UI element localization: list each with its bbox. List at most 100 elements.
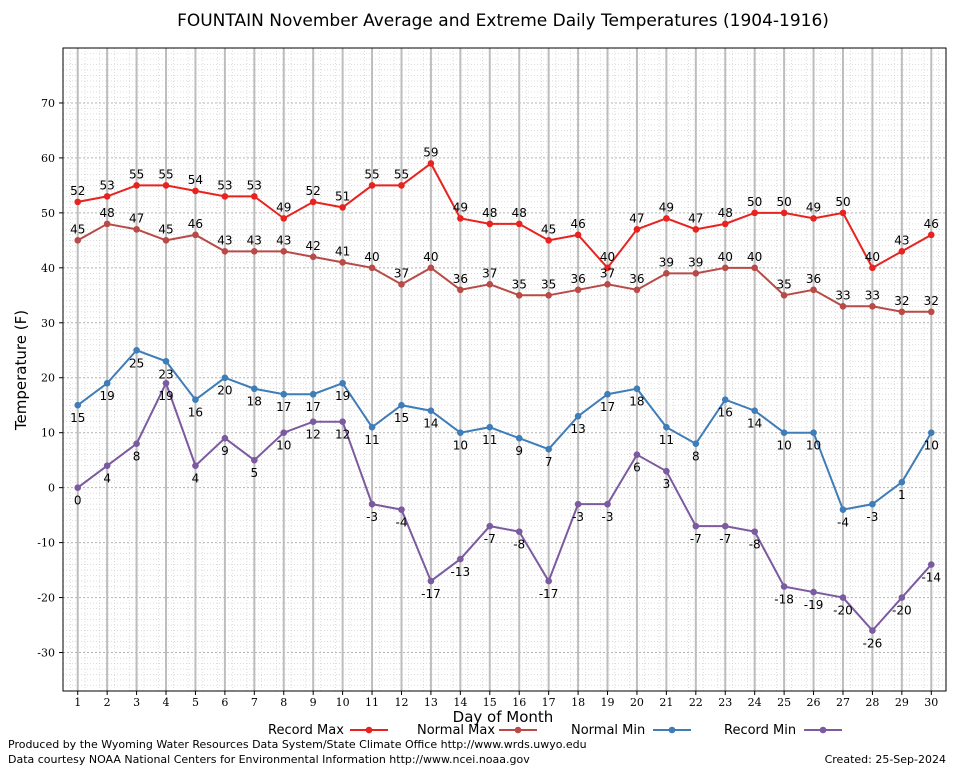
legend-label: Normal Max <box>417 723 495 738</box>
data-label: 59 <box>423 145 438 159</box>
data-label: 47 <box>129 211 144 225</box>
data-point <box>280 429 288 437</box>
data-point <box>633 226 641 233</box>
data-label: 53 <box>100 178 115 192</box>
chart-title: FOUNTAIN November Average and Extreme Da… <box>177 11 829 31</box>
data-label: 6 <box>633 461 641 475</box>
data-point <box>280 390 288 398</box>
data-label: -7 <box>484 532 496 546</box>
data-point <box>457 215 464 222</box>
data-label: 50 <box>776 195 791 209</box>
x-tick-label: 27 <box>836 696 850 709</box>
data-label: -19 <box>804 598 824 612</box>
data-point <box>103 462 111 469</box>
data-label: 40 <box>364 250 379 264</box>
data-point <box>368 264 376 272</box>
data-point <box>721 396 729 404</box>
data-point <box>339 259 346 266</box>
data-point <box>427 577 435 585</box>
data-label: 37 <box>394 266 409 280</box>
y-tick-label: -10 <box>37 537 55 550</box>
data-point <box>810 215 817 222</box>
data-label: 52 <box>306 184 321 198</box>
data-point <box>162 182 170 189</box>
data-label: 46 <box>924 217 939 231</box>
data-point <box>869 500 876 508</box>
data-point <box>309 418 317 426</box>
data-point <box>192 462 199 469</box>
data-point <box>898 308 906 316</box>
data-point <box>545 292 552 299</box>
data-point <box>633 286 641 294</box>
data-label: 52 <box>70 184 85 198</box>
x-tick-label: 23 <box>718 696 732 709</box>
data-label: -26 <box>863 637 883 651</box>
legend-item-normal-max: Normal Max <box>417 723 537 738</box>
data-label: -4 <box>837 516 849 530</box>
data-point <box>692 522 700 530</box>
data-label: 43 <box>247 233 262 247</box>
x-tick-label: 15 <box>483 696 497 709</box>
data-point <box>810 588 817 596</box>
grid <box>63 48 946 692</box>
data-label: 48 <box>482 206 497 220</box>
y-tick-label: -20 <box>37 592 55 605</box>
data-label: 19 <box>158 389 173 403</box>
data-point <box>751 528 758 535</box>
data-label: 12 <box>306 428 321 442</box>
data-point <box>545 237 552 244</box>
data-point <box>251 385 258 393</box>
x-tick-label: 21 <box>659 696 673 709</box>
data-point <box>780 292 788 299</box>
data-point <box>457 286 464 294</box>
legend: Record Max Normal Max Normal Min Record Min <box>268 723 842 738</box>
x-tick-label: 13 <box>424 696 438 709</box>
x-tick-label: 9 <box>310 696 317 709</box>
series-record-max: 52 53 55 55 54 53 53 49 52 51 55 55 59 49 48 48 45 46 40 47… <box>70 145 939 272</box>
legend-item-record-min: Record Min <box>724 723 842 738</box>
data-point <box>780 209 788 217</box>
data-label: 14 <box>423 417 438 431</box>
data-point <box>927 308 935 316</box>
data-point <box>103 379 111 387</box>
data-point <box>663 467 670 475</box>
y-tick-label: -30 <box>37 647 55 660</box>
data-point <box>869 264 876 272</box>
data-point <box>780 583 788 590</box>
data-point <box>221 374 229 382</box>
data-point <box>927 561 935 568</box>
data-point <box>398 281 405 288</box>
x-tick-label: 1 <box>74 696 81 709</box>
data-point <box>309 198 317 206</box>
data-label: 55 <box>364 167 379 181</box>
data-point <box>221 193 229 200</box>
data-point <box>839 594 847 601</box>
data-point <box>398 182 405 189</box>
legend-item-record-max: Record Max <box>268 723 388 738</box>
series-line <box>77 349 933 511</box>
data-label: 43 <box>894 233 909 247</box>
x-tick-label: 14 <box>453 696 467 709</box>
data-label: 46 <box>188 217 203 231</box>
data-point <box>486 220 494 228</box>
data-point <box>839 506 847 513</box>
data-point <box>839 209 847 217</box>
legend-label: Record Min <box>724 723 796 738</box>
data-point <box>663 215 670 222</box>
data-point <box>368 500 376 508</box>
data-label: -7 <box>719 532 731 546</box>
data-label: 11 <box>482 433 497 447</box>
data-label: 55 <box>129 167 144 181</box>
data-label: 55 <box>394 167 409 181</box>
x-tick-label: 19 <box>601 696 615 709</box>
data-point <box>692 440 700 447</box>
data-point <box>133 346 140 354</box>
x-tick-label: 22 <box>689 696 703 709</box>
data-point <box>780 429 788 437</box>
data-label: 18 <box>629 395 644 409</box>
data-label: 36 <box>629 272 644 286</box>
data-point <box>663 270 670 277</box>
x-tick-label: 24 <box>748 696 762 709</box>
data-point <box>221 248 229 255</box>
